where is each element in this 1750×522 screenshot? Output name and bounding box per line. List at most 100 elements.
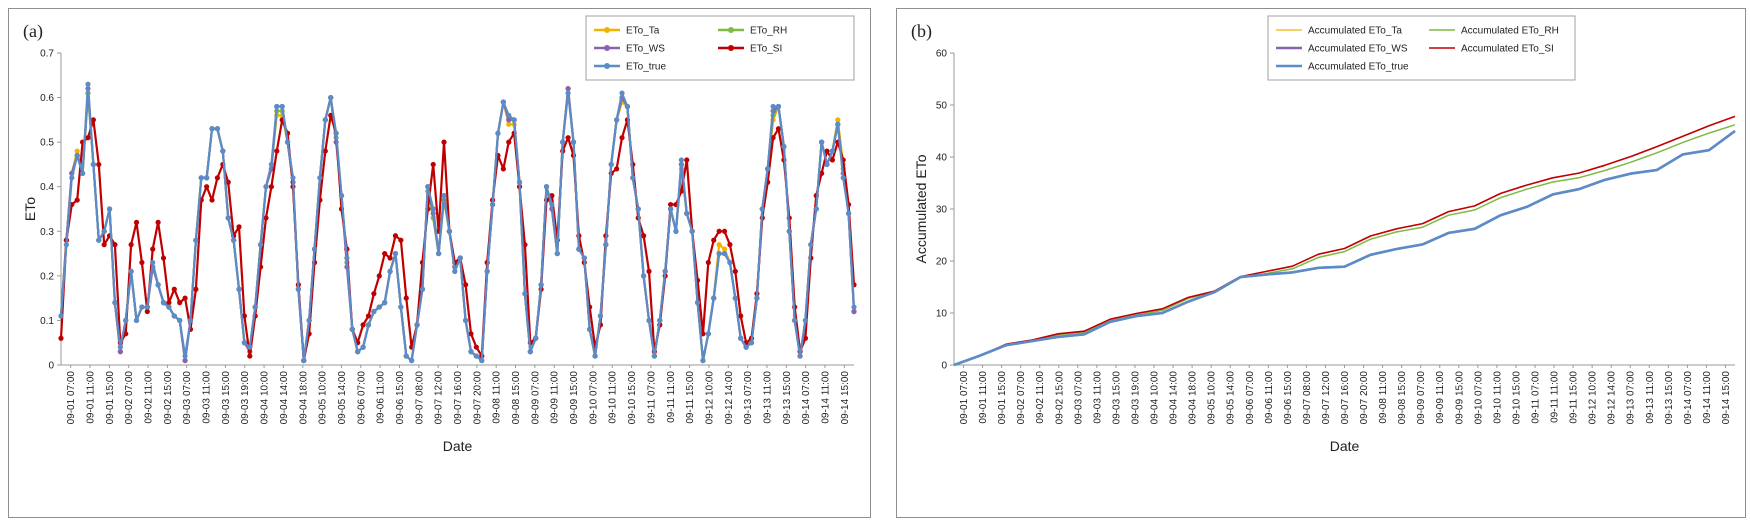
data-point — [808, 242, 814, 248]
data-point — [792, 317, 798, 324]
x-tick-label: 09-01 07:00 — [66, 371, 77, 425]
x-tick-label: 09-03 15:00 — [1111, 371, 1122, 425]
series-Accumulated ETo_true — [953, 129, 1736, 367]
x-tick-label: 09-09 07:00 — [530, 371, 541, 425]
series-line — [953, 124, 1736, 366]
x-tick-label: 09-06 15:00 — [1283, 371, 1294, 425]
x-tick-label: 09-04 10:00 — [260, 371, 271, 425]
data-point — [732, 295, 738, 301]
data-point — [355, 349, 361, 355]
legend-label: ETo_SI — [750, 44, 782, 55]
data-point — [506, 139, 512, 145]
legend-marker — [604, 63, 610, 69]
data-point — [754, 295, 760, 301]
x-tick-label: 09-02 15:00 — [163, 371, 174, 425]
data-point — [144, 304, 150, 310]
data-point — [133, 317, 140, 324]
x-tick-label: 09-08 15:00 — [1397, 371, 1408, 425]
x-tick-label: 09-13 11:00 — [1645, 371, 1656, 424]
data-point — [484, 268, 490, 274]
data-point — [446, 228, 453, 234]
data-point — [150, 246, 156, 252]
x-tick-label: 09-07 12:00 — [434, 371, 445, 425]
data-point — [150, 259, 156, 266]
data-point — [209, 197, 215, 203]
x-tick-label: 09-03 11:00 — [1092, 371, 1103, 424]
data-point — [657, 317, 663, 324]
data-point — [171, 313, 177, 319]
series-line — [953, 129, 1736, 367]
series-Accumulated ETo_SI — [953, 115, 1736, 366]
data-point — [786, 228, 792, 234]
data-point — [468, 331, 474, 337]
data-point — [58, 313, 64, 319]
x-tick-label: 09-12 10:00 — [1588, 371, 1599, 425]
data-point — [506, 112, 512, 118]
data-point — [506, 117, 512, 123]
x-tick-label: 09-02 11:00 — [1035, 371, 1046, 424]
x-tick-label: 09-01 11:00 — [86, 371, 97, 424]
data-point — [716, 242, 722, 248]
x-tick-label: 09-11 15:00 — [1569, 371, 1580, 424]
data-point — [182, 357, 188, 364]
data-point — [85, 135, 91, 141]
data-point — [117, 344, 123, 350]
legend-marker — [604, 45, 610, 51]
x-tick-label: 09-13 11:00 — [762, 371, 773, 424]
x-tick-label: 09-13 15:00 — [1664, 371, 1675, 425]
data-point — [533, 335, 539, 341]
data-point — [166, 300, 172, 306]
data-point — [106, 206, 113, 212]
chart-b-svg: (b) 0 10 20 30 40 50 60 09-01 07:00 09-01 11:00 09… — [911, 15, 1736, 454]
series-line — [59, 114, 856, 362]
data-point — [322, 117, 328, 123]
data-point — [409, 357, 415, 364]
data-point — [592, 353, 598, 359]
x-tick-label: 09-02 07:00 — [124, 371, 135, 425]
data-point — [430, 161, 436, 168]
data-point — [177, 317, 183, 324]
data-point — [835, 117, 841, 123]
data-point — [646, 317, 652, 324]
x-tick-label: 09-10 15:00 — [1511, 371, 1522, 425]
x-tick-label: 09-07 08:00 — [414, 371, 425, 425]
x-tick-label: 09-14 15:00 — [840, 371, 851, 425]
data-point — [144, 308, 150, 315]
chart-panel-b: (b) 0 10 20 30 40 50 60 09-01 07:00 09-01 11:00 09… — [896, 8, 1746, 518]
x-tick-label: 09-03 11:00 — [202, 371, 213, 424]
data-point — [101, 242, 107, 248]
data-point — [133, 219, 140, 225]
data-point — [430, 206, 436, 212]
x-tick-label: 09-05 10:00 — [318, 371, 329, 425]
data-point — [565, 90, 571, 96]
series-line — [953, 115, 1736, 366]
data-point — [101, 228, 107, 234]
data-point — [139, 259, 145, 266]
data-point — [705, 331, 711, 337]
data-point — [581, 255, 587, 261]
data-point — [614, 117, 620, 123]
data-point — [770, 103, 776, 110]
x-tick-label: 09-09 11:00 — [1435, 371, 1446, 424]
data-point — [781, 144, 787, 150]
data-point — [689, 228, 695, 234]
data-point — [403, 295, 409, 301]
data-point — [727, 242, 733, 248]
data-point — [382, 300, 388, 306]
x-tick-label: 09-12 14:00 — [1607, 371, 1618, 425]
data-point — [678, 157, 684, 163]
chart-panel-a: (a) 0 0.1 0.2 0.3 0.4 0.5 0.6 0.7 09-01 07:00 09-0… — [8, 8, 871, 518]
series-line — [953, 115, 1736, 366]
data-point — [128, 242, 134, 248]
data-point — [328, 94, 334, 101]
data-point — [614, 166, 620, 172]
data-point — [500, 166, 506, 172]
legend-label: Accumulated ETo_SI — [1461, 44, 1554, 55]
data-point — [63, 242, 69, 248]
y-tick-label: 10 — [936, 309, 948, 320]
panel-label: (a) — [23, 21, 43, 42]
data-point — [414, 322, 420, 328]
x-tick-label: 09-01 15:00 — [105, 371, 116, 425]
data-point — [225, 179, 231, 185]
data-point — [684, 210, 690, 217]
